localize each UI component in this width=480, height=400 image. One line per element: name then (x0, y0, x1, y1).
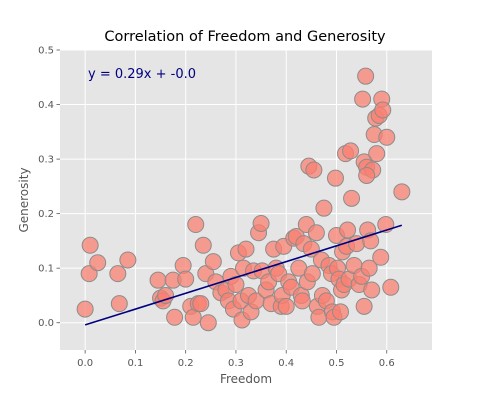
x-axis-label: Freedom (220, 372, 272, 386)
regression-line (84, 224, 403, 326)
data-point (307, 224, 325, 242)
y-tick-label: 0.5 (38, 46, 54, 57)
y-tick-label: 0.3 (38, 155, 54, 166)
data-point (360, 259, 378, 277)
y-tick-label: 0.2 (38, 209, 54, 220)
data-point (237, 240, 255, 258)
data-point (187, 216, 205, 234)
data-point (374, 101, 392, 119)
y-tick-label: 0.0 (38, 318, 54, 329)
data-point (342, 142, 360, 160)
data-point (204, 253, 222, 271)
data-point (293, 292, 311, 310)
data-point (393, 183, 411, 201)
data-point (110, 295, 128, 313)
data-point (89, 254, 107, 272)
y-tick-label: 0.1 (38, 264, 54, 275)
x-tick-label: 0.6 (379, 358, 395, 369)
data-point (149, 271, 167, 289)
x-tick-label: 0.3 (228, 358, 244, 369)
data-point (177, 270, 195, 288)
data-point (315, 199, 333, 217)
data-point (199, 314, 217, 332)
regression-equation: y = 0.29x + -0.0 (88, 67, 196, 82)
data-point (354, 90, 372, 108)
data-point (109, 265, 127, 283)
data-point (76, 300, 94, 318)
data-point (339, 221, 357, 239)
data-point (378, 128, 396, 146)
data-point (227, 276, 245, 294)
x-axis-ticks: 0.0 0.1 0.2 0.3 0.4 0.5 0.6 (77, 350, 395, 369)
data-points (76, 67, 411, 332)
data-point (81, 236, 99, 254)
data-point (363, 281, 381, 299)
data-point (332, 303, 350, 321)
x-tick-label: 0.4 (278, 358, 294, 369)
regression-layer (84, 224, 403, 326)
data-point (192, 295, 210, 313)
x-tick-label: 0.2 (178, 358, 194, 369)
data-point (303, 265, 321, 283)
x-tick-label: 0.5 (329, 358, 345, 369)
x-tick-label: 0.0 (77, 358, 93, 369)
data-point (357, 67, 375, 85)
data-point (277, 297, 295, 315)
data-point (358, 166, 376, 184)
data-point (194, 236, 212, 254)
data-point (305, 161, 323, 179)
data-point (382, 278, 400, 296)
y-axis-ticks: 0.0 0.1 0.2 0.3 0.4 0.5 (38, 46, 60, 329)
y-tick-label: 0.4 (38, 100, 54, 111)
y-axis-label: Generosity (17, 167, 31, 232)
x-tick-label: 0.1 (127, 358, 143, 369)
data-point (157, 286, 175, 304)
chart-title: Correlation of Freedom and Generosity (104, 29, 386, 45)
data-point (355, 297, 373, 315)
data-point (343, 189, 361, 207)
data-point (372, 248, 390, 266)
data-point (368, 145, 386, 163)
data-point (252, 214, 270, 232)
data-point (119, 251, 137, 269)
data-point (326, 169, 344, 187)
data-point (166, 308, 184, 326)
